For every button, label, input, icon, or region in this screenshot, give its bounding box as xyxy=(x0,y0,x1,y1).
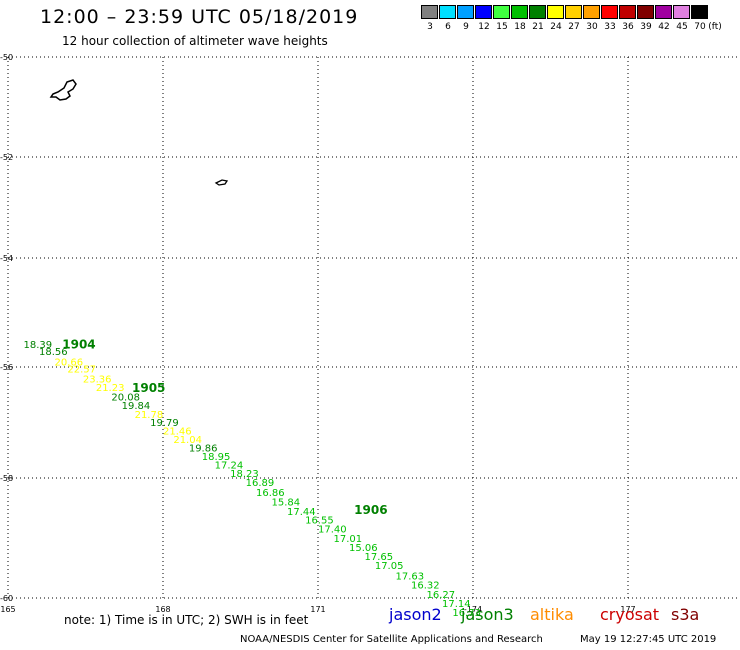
legend-label: 70 xyxy=(694,22,706,32)
lat-tick-label: -56 xyxy=(0,363,13,372)
lat-tick-label: -54 xyxy=(0,254,13,263)
legend-swatch xyxy=(457,5,474,19)
footer-timestamp: May 19 12:27:45 UTC 2019 xyxy=(580,634,717,645)
swh-value: 19.86 xyxy=(189,443,218,454)
small-island xyxy=(214,179,229,186)
page-title: 12:00 – 23:59 UTC 05/18/2019 xyxy=(40,6,359,28)
swh-value: 19.84 xyxy=(122,401,151,412)
swh-value: 16.27 xyxy=(427,590,456,601)
swh-value: 17.63 xyxy=(396,571,425,582)
satellite-jason3: jason3 xyxy=(461,605,514,624)
legend-label: 39 xyxy=(640,22,652,32)
satellite-altika: altika xyxy=(530,605,574,624)
swh-value: 20.66 xyxy=(55,357,84,368)
legend-swatch xyxy=(637,5,654,19)
swh-value: 16.89 xyxy=(246,478,275,489)
legend-label: 42 xyxy=(658,22,670,32)
swh-value: 17.24 xyxy=(215,461,244,472)
legend-label: 12 xyxy=(478,22,490,32)
map-grid xyxy=(7,56,740,600)
legend-swatch xyxy=(673,5,690,19)
legend-swatch xyxy=(421,5,438,19)
legend-label: 6 xyxy=(445,22,451,32)
lat-tick-label: -60 xyxy=(0,594,13,603)
swh-value: 21.78 xyxy=(135,410,164,421)
legend-label: 3 xyxy=(427,22,433,32)
swh-value: 19.79 xyxy=(150,418,179,429)
legend-label: 33 xyxy=(604,22,616,32)
swh-value: 16.73 xyxy=(452,608,481,619)
legend-label: 36 xyxy=(622,22,634,32)
lat-tick-label: -58 xyxy=(0,474,13,483)
swh-value: 17.01 xyxy=(334,534,363,545)
swh-value: 20.08 xyxy=(111,392,140,403)
legend-swatch xyxy=(565,5,582,19)
swh-value: 16.32 xyxy=(411,580,440,591)
swh-value: 18.23 xyxy=(230,469,259,480)
swh-value: 17.40 xyxy=(318,525,347,536)
lon-tick-label: -174 xyxy=(464,605,482,614)
land-features xyxy=(49,79,229,186)
satellite-s3a: s3a xyxy=(671,605,700,624)
legend-label: 9 xyxy=(463,22,469,32)
swh-value: 18.56 xyxy=(39,347,68,358)
legend-swatch xyxy=(475,5,492,19)
legend-label: 21 xyxy=(532,22,544,32)
swh-value: 17.65 xyxy=(365,552,394,563)
legend-label: 30 xyxy=(586,22,598,32)
island-outline xyxy=(49,79,77,101)
legend-label: 18 xyxy=(514,22,526,32)
legend-label: 15 xyxy=(496,22,508,32)
legend-swatch xyxy=(601,5,618,19)
lon-tick-label: 165 xyxy=(0,605,15,614)
legend-label: 45 xyxy=(676,22,688,32)
lon-tick-label: 171 xyxy=(310,605,325,614)
hour-label: 1906 xyxy=(354,503,387,517)
swh-value: 15.84 xyxy=(272,498,301,509)
swh-value: 22.57 xyxy=(67,365,96,376)
legend-swatch xyxy=(691,5,708,19)
swh-value: 21.46 xyxy=(163,427,192,438)
legend-label: 27 xyxy=(568,22,580,32)
legend-swatch xyxy=(655,5,672,19)
satellite-jason2: jason2 xyxy=(389,605,442,624)
hour-label: 1905 xyxy=(132,381,165,395)
satellite-cryosat: cryosat xyxy=(600,605,660,624)
swh-value: 23.36 xyxy=(83,375,112,386)
swh-value: 16.55 xyxy=(305,516,334,527)
lon-tick-label: 177 xyxy=(620,605,635,614)
page-subtitle: 12 hour collection of altimeter wave hei… xyxy=(62,34,328,48)
legend-swatch xyxy=(529,5,546,19)
legend-swatch xyxy=(493,5,510,19)
legend-swatch xyxy=(583,5,600,19)
swh-value: 17.05 xyxy=(375,561,404,572)
legend-unit: (ft) xyxy=(708,22,722,32)
legend-swatch xyxy=(547,5,564,19)
swh-value: 16.86 xyxy=(256,488,285,499)
legend-swatch xyxy=(439,5,456,19)
legend-swatch xyxy=(619,5,636,19)
hour-label: 1904 xyxy=(62,337,95,351)
footer-credit: NOAA/NESDIS Center for Satellite Applica… xyxy=(240,634,543,645)
axis-tick-labels: 165 168 171 -174 177 -50 -52 -54 -56 -58 -60 xyxy=(0,53,636,614)
altimeter-track: 18.3918.5620.6622.5723.3621.2320.0819.84… xyxy=(24,337,481,619)
legend-swatch xyxy=(511,5,528,19)
legend-label: 24 xyxy=(550,22,562,32)
lon-tick-label: 168 xyxy=(155,605,170,614)
swh-value: 18.39 xyxy=(24,340,53,351)
lat-tick-label: -52 xyxy=(0,153,13,162)
swh-value: 17.14 xyxy=(442,599,471,610)
swh-value: 21.23 xyxy=(96,383,125,394)
swh-value: 15.06 xyxy=(349,543,378,554)
swh-value: 21.04 xyxy=(173,435,202,446)
swh-value: 17.44 xyxy=(287,507,316,518)
swh-value: 18.95 xyxy=(202,452,231,463)
footer-note: note: 1) Time is in UTC; 2) SWH is in fe… xyxy=(64,613,309,627)
lat-tick-label: -50 xyxy=(0,53,13,62)
